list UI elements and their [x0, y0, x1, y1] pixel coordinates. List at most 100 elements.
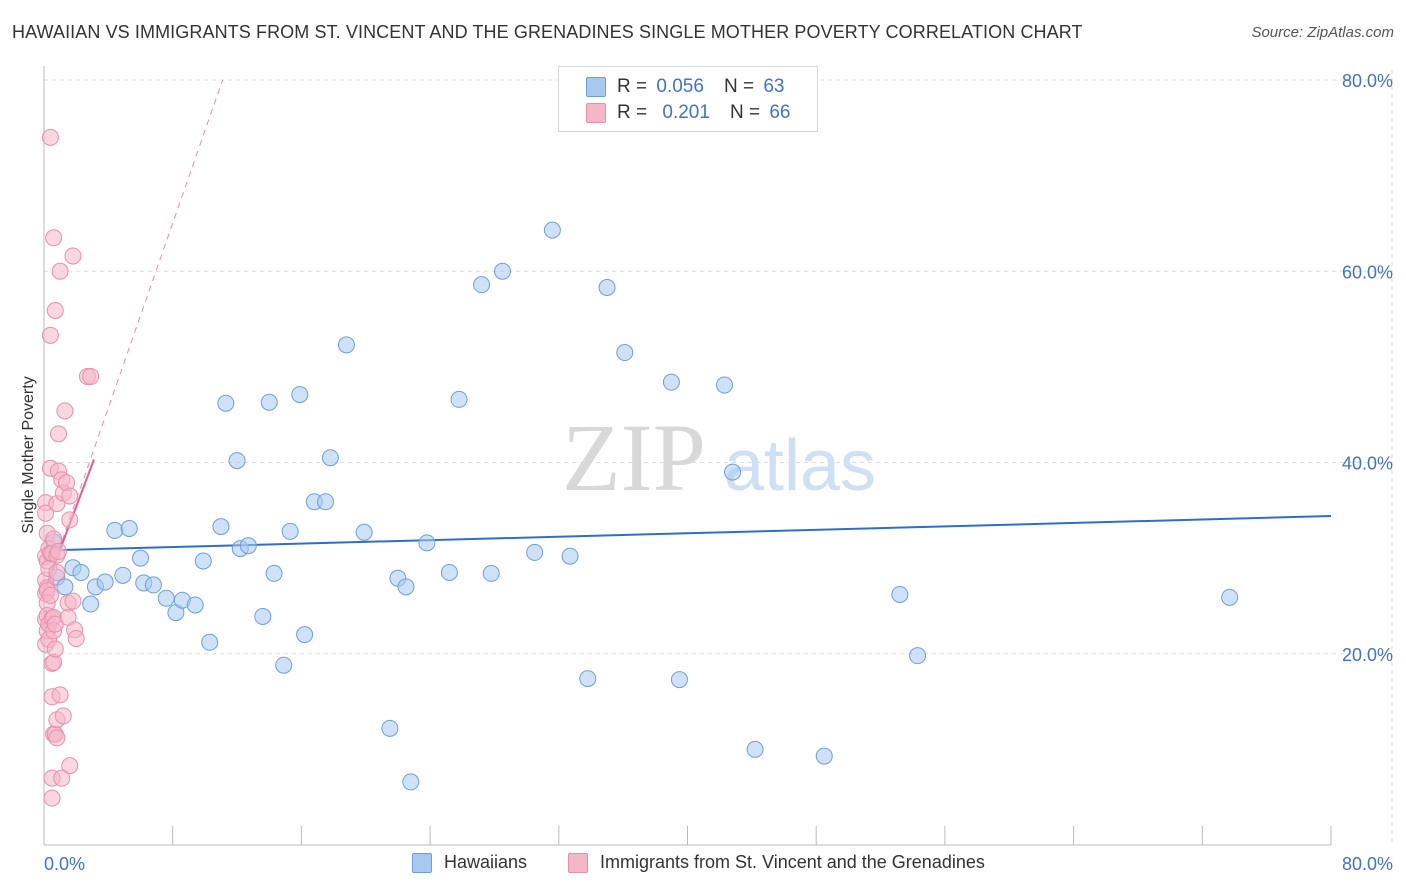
chart-title: HAWAIIAN VS IMMIGRANTS FROM ST. VINCENT …	[12, 22, 1083, 42]
point-immigrants	[51, 686, 69, 704]
point-hawaiians	[1221, 588, 1239, 606]
point-hawaiians	[473, 276, 491, 294]
point-hawaiians	[909, 647, 927, 665]
point-hawaiians	[217, 394, 235, 412]
point-hawaiians	[265, 564, 283, 582]
legend-swatch-pink	[568, 852, 588, 873]
point-immigrants	[61, 511, 79, 529]
point-hawaiians	[616, 344, 634, 362]
point-hawaiians	[186, 596, 204, 614]
point-hawaiians	[891, 585, 909, 603]
point-hawaiians	[402, 773, 420, 791]
point-hawaiians	[296, 626, 314, 644]
point-immigrants	[49, 425, 67, 443]
point-hawaiians	[746, 740, 764, 758]
point-hawaiians	[397, 578, 415, 596]
point-hawaiians	[662, 373, 680, 391]
point-immigrants	[64, 592, 82, 610]
point-hawaiians	[201, 633, 219, 651]
point-hawaiians	[56, 578, 74, 596]
point-hawaiians	[355, 523, 373, 541]
trend-lines	[43, 79, 1332, 593]
point-hawaiians	[114, 566, 132, 584]
point-immigrants	[53, 769, 71, 787]
point-hawaiians	[561, 547, 579, 565]
point-hawaiians	[598, 279, 616, 297]
legend-r-value: 0.056	[656, 76, 704, 97]
point-hawaiians	[543, 221, 561, 239]
point-hawaiians	[212, 518, 230, 536]
point-immigrants	[82, 367, 100, 385]
axes	[43, 66, 1332, 846]
grid-lines	[44, 70, 1393, 845]
legend-label-immigrants: Immigrants from St. Vincent and the Gren…	[600, 852, 985, 872]
point-immigrants	[46, 640, 64, 658]
point-hawaiians	[418, 534, 436, 552]
point-hawaiians	[321, 449, 339, 467]
point-hawaiians	[724, 463, 742, 481]
legend-r-label: R =	[617, 76, 648, 97]
point-immigrants	[41, 586, 59, 604]
point-hawaiians	[132, 549, 150, 567]
legend-r-value: 0.201	[662, 102, 710, 123]
point-hawaiians	[144, 576, 162, 594]
legend-n-value: 63	[763, 76, 785, 97]
point-immigrants	[51, 262, 69, 280]
point-hawaiians	[716, 376, 734, 394]
legend-item-hawaiians: Hawaiians	[412, 852, 527, 873]
point-hawaiians	[239, 537, 257, 555]
legend-series: Hawaiians Immigrants from St. Vincent an…	[0, 852, 1406, 876]
legend-label-hawaiians: Hawaiians	[444, 852, 528, 872]
x-tick-label: 0.0%	[44, 854, 85, 874]
y-tick-label: 80.0%	[1342, 71, 1393, 91]
point-hawaiians	[450, 390, 468, 408]
point-hawaiians	[72, 563, 90, 581]
point-hawaiians	[381, 719, 399, 737]
data-points	[37, 128, 1239, 807]
legend-row-immigrants: R = 0.201 N = 66	[586, 99, 791, 127]
point-hawaiians	[317, 493, 335, 511]
y-tick-label: 60.0%	[1342, 262, 1393, 282]
watermark-atlas: atlas	[724, 426, 876, 506]
point-immigrants	[67, 629, 85, 647]
point-immigrants	[61, 757, 79, 775]
point-immigrants	[43, 789, 61, 807]
point-hawaiians	[482, 564, 500, 582]
point-hawaiians	[228, 452, 246, 470]
point-hawaiians	[82, 595, 100, 613]
legend-r-label: R =	[617, 102, 648, 123]
trend-line-hawaiians	[43, 515, 1332, 552]
point-immigrants	[41, 128, 59, 146]
x-tick-label: 80.0%	[1342, 854, 1393, 874]
point-hawaiians	[260, 393, 278, 411]
y-axis-label: Single Mother Poverty	[20, 376, 37, 534]
point-hawaiians	[254, 607, 272, 625]
source-label: Source: ZipAtlas.com	[1251, 24, 1394, 41]
watermark: ZIP atlas	[562, 404, 876, 511]
point-immigrants	[41, 326, 59, 344]
legend-row-hawaiians: R = 0.056 N = 63	[586, 73, 785, 101]
point-hawaiians	[96, 573, 114, 591]
y-tick-label: 20.0%	[1342, 645, 1393, 665]
point-hawaiians	[493, 262, 511, 280]
watermark-zip: ZIP	[562, 404, 706, 511]
point-immigrants	[64, 247, 82, 265]
point-immigrants	[48, 563, 66, 581]
legend-item-immigrants: Immigrants from St. Vincent and the Gren…	[568, 852, 985, 873]
point-hawaiians	[281, 522, 299, 540]
point-hawaiians	[337, 336, 355, 354]
point-hawaiians	[579, 670, 597, 688]
point-hawaiians	[670, 671, 688, 689]
point-immigrants	[49, 542, 67, 560]
point-immigrants	[45, 229, 63, 247]
legend-n-label: N =	[729, 102, 761, 123]
tick-labels: 20.0% 40.0% 60.0% 80.0% 0.0% 80.0%	[44, 71, 1393, 874]
legend-stats: R = 0.056 N = 63 R = 0.201 N = 66	[558, 66, 818, 132]
point-hawaiians	[157, 589, 175, 607]
point-immigrants	[37, 504, 55, 522]
point-hawaiians	[291, 386, 309, 404]
point-immigrants	[46, 301, 64, 319]
legend-n-value: 66	[769, 102, 791, 123]
point-immigrants	[48, 729, 66, 747]
